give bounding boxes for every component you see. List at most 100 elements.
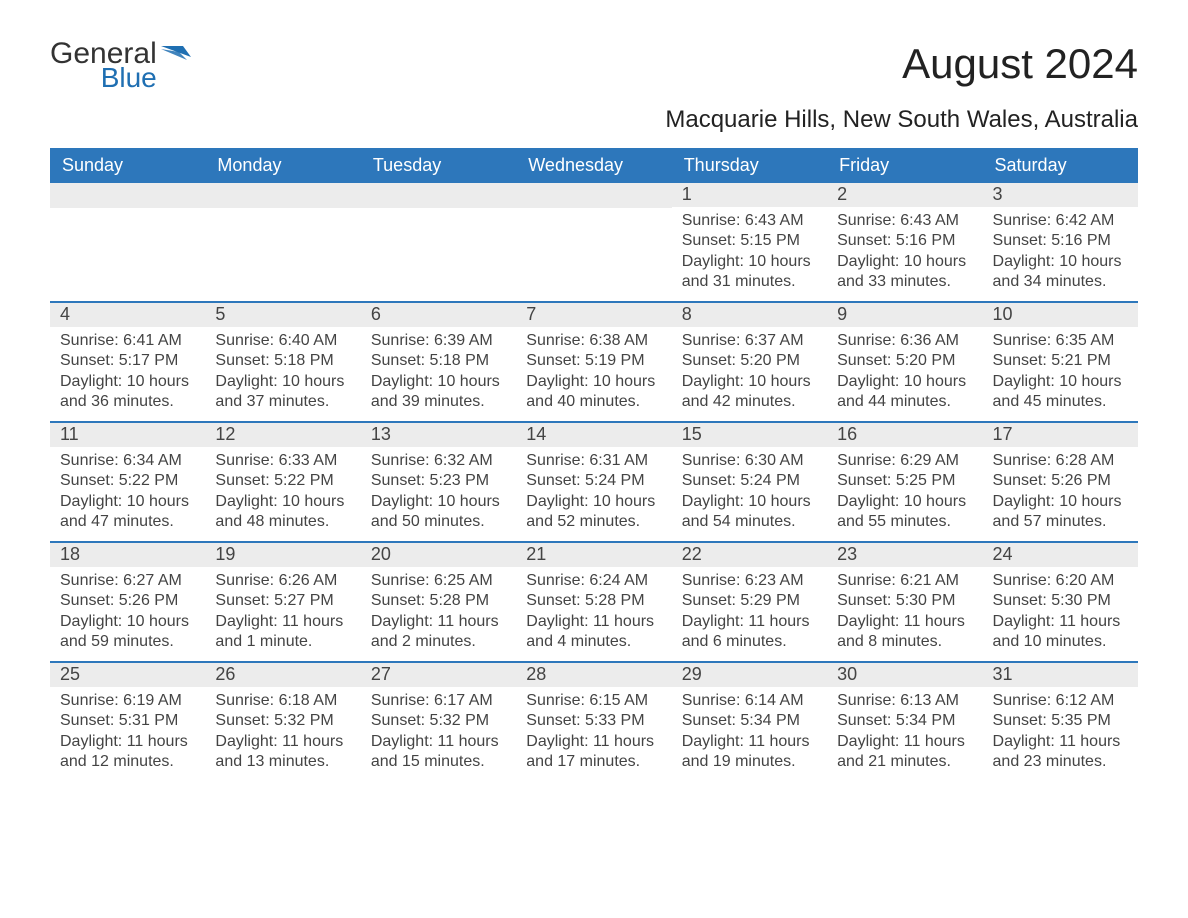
- calendar-day: 4Sunrise: 6:41 AMSunset: 5:17 PMDaylight…: [50, 303, 205, 421]
- sunset-text: Sunset: 5:24 PM: [682, 471, 817, 491]
- day-details: Sunrise: 6:13 AMSunset: 5:34 PMDaylight:…: [827, 687, 982, 781]
- calendar-week: 4Sunrise: 6:41 AMSunset: 5:17 PMDaylight…: [50, 301, 1138, 421]
- sunrise-text: Sunrise: 6:33 AM: [215, 451, 350, 471]
- sunrise-text: Sunrise: 6:41 AM: [60, 331, 195, 351]
- sunrise-text: Sunrise: 6:21 AM: [837, 571, 972, 591]
- day-details: Sunrise: 6:43 AMSunset: 5:15 PMDaylight:…: [672, 207, 827, 301]
- sunset-text: Sunset: 5:22 PM: [60, 471, 195, 491]
- daylight-text: Daylight: 11 hours and 17 minutes.: [526, 732, 661, 773]
- sunrise-text: Sunrise: 6:36 AM: [837, 331, 972, 351]
- sunset-text: Sunset: 5:21 PM: [993, 351, 1128, 371]
- day-details: Sunrise: 6:41 AMSunset: 5:17 PMDaylight:…: [50, 327, 205, 421]
- day-number: [361, 183, 516, 208]
- sunrise-text: Sunrise: 6:19 AM: [60, 691, 195, 711]
- sunrise-text: Sunrise: 6:17 AM: [371, 691, 506, 711]
- sunrise-text: Sunrise: 6:35 AM: [993, 331, 1128, 351]
- day-number: 2: [827, 183, 982, 207]
- daylight-text: Daylight: 10 hours and 48 minutes.: [215, 492, 350, 533]
- sunrise-text: Sunrise: 6:27 AM: [60, 571, 195, 591]
- daylight-text: Daylight: 10 hours and 36 minutes.: [60, 372, 195, 413]
- day-header-sat: Saturday: [983, 148, 1138, 183]
- daylight-text: Daylight: 10 hours and 39 minutes.: [371, 372, 506, 413]
- daylight-text: Daylight: 10 hours and 52 minutes.: [526, 492, 661, 533]
- sunset-text: Sunset: 5:17 PM: [60, 351, 195, 371]
- calendar-day: 5Sunrise: 6:40 AMSunset: 5:18 PMDaylight…: [205, 303, 360, 421]
- day-number: 25: [50, 663, 205, 687]
- daylight-text: Daylight: 11 hours and 19 minutes.: [682, 732, 817, 773]
- day-details: Sunrise: 6:33 AMSunset: 5:22 PMDaylight:…: [205, 447, 360, 541]
- sunrise-text: Sunrise: 6:30 AM: [682, 451, 817, 471]
- sunrise-text: Sunrise: 6:23 AM: [682, 571, 817, 591]
- day-details: Sunrise: 6:30 AMSunset: 5:24 PMDaylight:…: [672, 447, 827, 541]
- calendar-day: 1Sunrise: 6:43 AMSunset: 5:15 PMDaylight…: [672, 183, 827, 301]
- calendar-header-row: Sunday Monday Tuesday Wednesday Thursday…: [50, 148, 1138, 183]
- calendar-day: 13Sunrise: 6:32 AMSunset: 5:23 PMDayligh…: [361, 423, 516, 541]
- sunset-text: Sunset: 5:33 PM: [526, 711, 661, 731]
- day-number: 23: [827, 543, 982, 567]
- day-details: Sunrise: 6:36 AMSunset: 5:20 PMDaylight:…: [827, 327, 982, 421]
- day-details: Sunrise: 6:21 AMSunset: 5:30 PMDaylight:…: [827, 567, 982, 661]
- day-number: 31: [983, 663, 1138, 687]
- sunset-text: Sunset: 5:26 PM: [993, 471, 1128, 491]
- day-details: Sunrise: 6:19 AMSunset: 5:31 PMDaylight:…: [50, 687, 205, 781]
- day-number: 17: [983, 423, 1138, 447]
- day-number: [516, 183, 671, 208]
- sunrise-text: Sunrise: 6:14 AM: [682, 691, 817, 711]
- day-number: 7: [516, 303, 671, 327]
- logo-text-blue: Blue: [50, 65, 157, 90]
- day-details: Sunrise: 6:29 AMSunset: 5:25 PMDaylight:…: [827, 447, 982, 541]
- day-header-thu: Thursday: [672, 148, 827, 183]
- calendar-day: 25Sunrise: 6:19 AMSunset: 5:31 PMDayligh…: [50, 663, 205, 781]
- sunrise-text: Sunrise: 6:32 AM: [371, 451, 506, 471]
- day-header-sun: Sunday: [50, 148, 205, 183]
- calendar-day: [50, 183, 205, 301]
- sunrise-text: Sunrise: 6:43 AM: [837, 211, 972, 231]
- calendar-day: 17Sunrise: 6:28 AMSunset: 5:26 PMDayligh…: [983, 423, 1138, 541]
- day-details: Sunrise: 6:15 AMSunset: 5:33 PMDaylight:…: [516, 687, 671, 781]
- day-number: 1: [672, 183, 827, 207]
- calendar-day: 10Sunrise: 6:35 AMSunset: 5:21 PMDayligh…: [983, 303, 1138, 421]
- day-details: Sunrise: 6:27 AMSunset: 5:26 PMDaylight:…: [50, 567, 205, 661]
- sunset-text: Sunset: 5:20 PM: [682, 351, 817, 371]
- sunset-text: Sunset: 5:30 PM: [837, 591, 972, 611]
- sunset-text: Sunset: 5:18 PM: [215, 351, 350, 371]
- sunrise-text: Sunrise: 6:18 AM: [215, 691, 350, 711]
- calendar-day: 21Sunrise: 6:24 AMSunset: 5:28 PMDayligh…: [516, 543, 671, 661]
- day-number: 8: [672, 303, 827, 327]
- calendar-day: 20Sunrise: 6:25 AMSunset: 5:28 PMDayligh…: [361, 543, 516, 661]
- daylight-text: Daylight: 11 hours and 23 minutes.: [993, 732, 1128, 773]
- day-details: Sunrise: 6:43 AMSunset: 5:16 PMDaylight:…: [827, 207, 982, 301]
- sunrise-text: Sunrise: 6:42 AM: [993, 211, 1128, 231]
- sunset-text: Sunset: 5:34 PM: [837, 711, 972, 731]
- calendar-day: 14Sunrise: 6:31 AMSunset: 5:24 PMDayligh…: [516, 423, 671, 541]
- sunrise-text: Sunrise: 6:31 AM: [526, 451, 661, 471]
- calendar-day: 26Sunrise: 6:18 AMSunset: 5:32 PMDayligh…: [205, 663, 360, 781]
- daylight-text: Daylight: 10 hours and 55 minutes.: [837, 492, 972, 533]
- day-details: Sunrise: 6:23 AMSunset: 5:29 PMDaylight:…: [672, 567, 827, 661]
- day-number: 22: [672, 543, 827, 567]
- day-details: Sunrise: 6:40 AMSunset: 5:18 PMDaylight:…: [205, 327, 360, 421]
- sunrise-text: Sunrise: 6:37 AM: [682, 331, 817, 351]
- day-header-tue: Tuesday: [361, 148, 516, 183]
- daylight-text: Daylight: 10 hours and 45 minutes.: [993, 372, 1128, 413]
- day-number: 30: [827, 663, 982, 687]
- sunrise-text: Sunrise: 6:39 AM: [371, 331, 506, 351]
- calendar-day: 6Sunrise: 6:39 AMSunset: 5:18 PMDaylight…: [361, 303, 516, 421]
- sunset-text: Sunset: 5:19 PM: [526, 351, 661, 371]
- day-details: Sunrise: 6:17 AMSunset: 5:32 PMDaylight:…: [361, 687, 516, 781]
- daylight-text: Daylight: 10 hours and 40 minutes.: [526, 372, 661, 413]
- daylight-text: Daylight: 11 hours and 6 minutes.: [682, 612, 817, 653]
- day-number: 18: [50, 543, 205, 567]
- calendar-day: 19Sunrise: 6:26 AMSunset: 5:27 PMDayligh…: [205, 543, 360, 661]
- daylight-text: Daylight: 11 hours and 12 minutes.: [60, 732, 195, 773]
- day-details: Sunrise: 6:32 AMSunset: 5:23 PMDaylight:…: [361, 447, 516, 541]
- daylight-text: Daylight: 10 hours and 42 minutes.: [682, 372, 817, 413]
- sunset-text: Sunset: 5:30 PM: [993, 591, 1128, 611]
- daylight-text: Daylight: 11 hours and 2 minutes.: [371, 612, 506, 653]
- day-number: 12: [205, 423, 360, 447]
- sunrise-text: Sunrise: 6:25 AM: [371, 571, 506, 591]
- calendar-day: 8 Sunrise: 6:37 AMSunset: 5:20 PMDaylight…: [672, 303, 827, 421]
- daylight-text: Daylight: 11 hours and 21 minutes.: [837, 732, 972, 773]
- day-number: 9: [827, 303, 982, 327]
- sunrise-text: Sunrise: 6:28 AM: [993, 451, 1128, 471]
